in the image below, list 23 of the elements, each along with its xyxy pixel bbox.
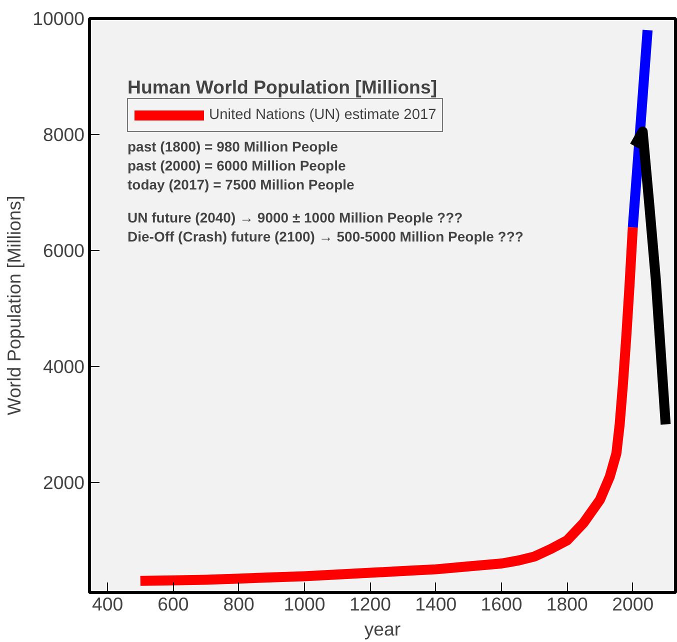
y-tick-label: 6000 [42, 240, 85, 261]
x-tick-label: 600 [158, 594, 189, 614]
y-tick-label: 4000 [42, 356, 85, 377]
x-tick-label: 1200 [349, 594, 391, 614]
x-tick-label: 1000 [284, 594, 326, 614]
text: Human World Population [Millions] [128, 76, 438, 98]
x-tick-label: 400 [92, 594, 124, 614]
annotation: past (2000) = 6000 Million People [128, 158, 346, 174]
annotation: past (1800) = 980 Million People [128, 138, 338, 154]
legend-label: United Nations (UN) estimate 2017 [209, 107, 436, 123]
x-tick-label: 2000 [612, 594, 654, 614]
annotation: today (2017) = 7500 Million People [128, 176, 355, 192]
annotation: Die-Off (Crash) future (2100) → 500-5000 Million People ??? [128, 228, 524, 244]
x-axis-title: year [364, 618, 401, 640]
x-tick-label: 1400 [415, 594, 457, 614]
y-tick-label: 10000 [32, 8, 85, 29]
x-tick-label: 1600 [480, 594, 522, 614]
annotation: UN future (2040) → 9000 ± 1000 Million People ??? [128, 210, 463, 226]
x-tick-label: 800 [223, 594, 254, 614]
y-tick-label: 2000 [42, 472, 85, 493]
y-axis-title: World Population [Millions] [4, 196, 25, 416]
x-tick-label: 1800 [546, 594, 588, 614]
y-tick-label: 8000 [42, 124, 85, 145]
